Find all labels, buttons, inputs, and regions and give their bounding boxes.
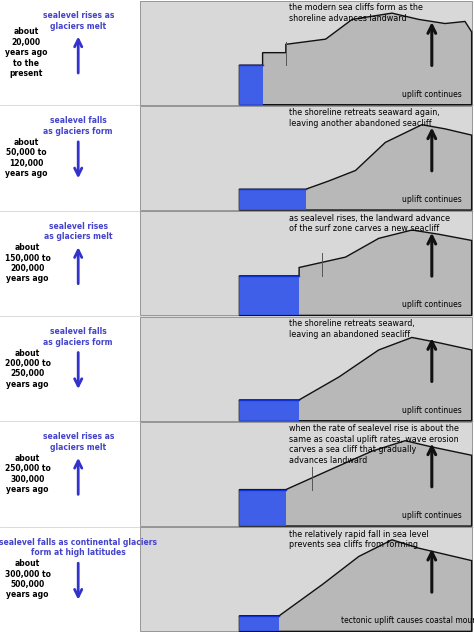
Text: uplift continues: uplift continues <box>402 511 462 520</box>
Text: when the rate of sealevel rise is about the
same as coastal uplift rates, wave e: when the rate of sealevel rise is about … <box>289 425 459 465</box>
Bar <box>140 211 472 315</box>
Bar <box>140 317 472 421</box>
Text: sealevel falls
as glaciers form: sealevel falls as glaciers form <box>44 116 113 136</box>
Text: the relatively rapid fall in sea level
prevents sea cliffs from forming: the relatively rapid fall in sea level p… <box>289 530 429 549</box>
Bar <box>239 65 263 105</box>
Text: sealevel rises as
glaciers melt: sealevel rises as glaciers melt <box>43 11 114 30</box>
Text: uplift continues: uplift continues <box>402 300 462 310</box>
Text: about
50,000 to
120,000
years ago: about 50,000 to 120,000 years ago <box>5 138 47 178</box>
Text: about
150,000 to
200,000
years ago: about 150,000 to 200,000 years ago <box>5 243 51 283</box>
Text: as sealevel rises, the landward advance
of the surf zone carves a new seacliff: as sealevel rises, the landward advance … <box>289 214 450 233</box>
Bar <box>239 616 279 631</box>
Text: about
300,000 to
500,000
years ago: about 300,000 to 500,000 years ago <box>5 559 51 599</box>
Polygon shape <box>239 337 472 421</box>
Text: about
200,000 to
250,000
years ago: about 200,000 to 250,000 years ago <box>5 349 51 389</box>
Polygon shape <box>239 441 472 526</box>
Bar <box>239 400 299 421</box>
Text: sealevel rises
as glaciers melt: sealevel rises as glaciers melt <box>44 222 112 241</box>
Polygon shape <box>239 125 472 210</box>
Text: tectonic uplift causes coastal mountains to rise: tectonic uplift causes coastal mountains… <box>341 616 474 626</box>
Bar <box>140 422 472 526</box>
Polygon shape <box>239 13 472 105</box>
Polygon shape <box>239 540 472 631</box>
Text: about
250,000 to
300,000
years ago: about 250,000 to 300,000 years ago <box>5 454 51 494</box>
Text: about
20,000
years ago
to the
present: about 20,000 years ago to the present <box>5 27 47 78</box>
Text: the shoreline retreats seaward,
leaving an abandoned seacliff: the shoreline retreats seaward, leaving … <box>289 319 415 339</box>
Text: uplift continues: uplift continues <box>402 195 462 204</box>
Bar <box>140 1 472 105</box>
Text: sealevel rises as
glaciers melt: sealevel rises as glaciers melt <box>43 432 114 452</box>
Text: sealevel falls as continental glaciers
form at high latitudes: sealevel falls as continental glaciers f… <box>0 538 157 557</box>
Text: the modern sea cliffs form as the
shoreline advances landward: the modern sea cliffs form as the shorel… <box>289 3 423 23</box>
Text: the shoreline retreats seaward again,
leaving another abandoned seacliff: the shoreline retreats seaward again, le… <box>289 109 440 128</box>
Text: uplift continues: uplift continues <box>402 90 462 99</box>
Bar <box>140 106 472 210</box>
Bar <box>239 276 299 315</box>
Bar <box>239 490 286 526</box>
Bar <box>239 189 306 210</box>
Polygon shape <box>239 230 472 315</box>
Text: uplift continues: uplift continues <box>402 406 462 415</box>
Bar <box>140 527 472 631</box>
Text: sealevel falls
as glaciers form: sealevel falls as glaciers form <box>44 327 113 346</box>
